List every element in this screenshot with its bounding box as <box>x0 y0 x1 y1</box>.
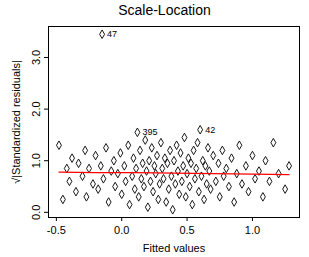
svg-text:395: 395 <box>142 127 157 137</box>
svg-text:0.0: 0.0 <box>114 224 129 236</box>
html-text:Scale-Location: Scale-Location <box>118 2 211 18</box>
svg-text:1.0: 1.0 <box>30 153 42 168</box>
svg-text:-0.5: -0.5 <box>47 224 66 236</box>
svg-text:42: 42 <box>205 125 215 135</box>
svg-text:2.0: 2.0 <box>30 101 42 116</box>
svg-text:47: 47 <box>107 29 117 39</box>
svg-text:Fitted values: Fitted values <box>143 242 206 254</box>
svg-text:3.0: 3.0 <box>30 50 42 65</box>
svg-text:1.0: 1.0 <box>245 224 260 236</box>
svg-text:√|Standardized residuals|: √|Standardized residuals| <box>10 60 22 184</box>
svg-text:0.0: 0.0 <box>30 205 42 220</box>
svg-text:0.5: 0.5 <box>179 224 194 236</box>
